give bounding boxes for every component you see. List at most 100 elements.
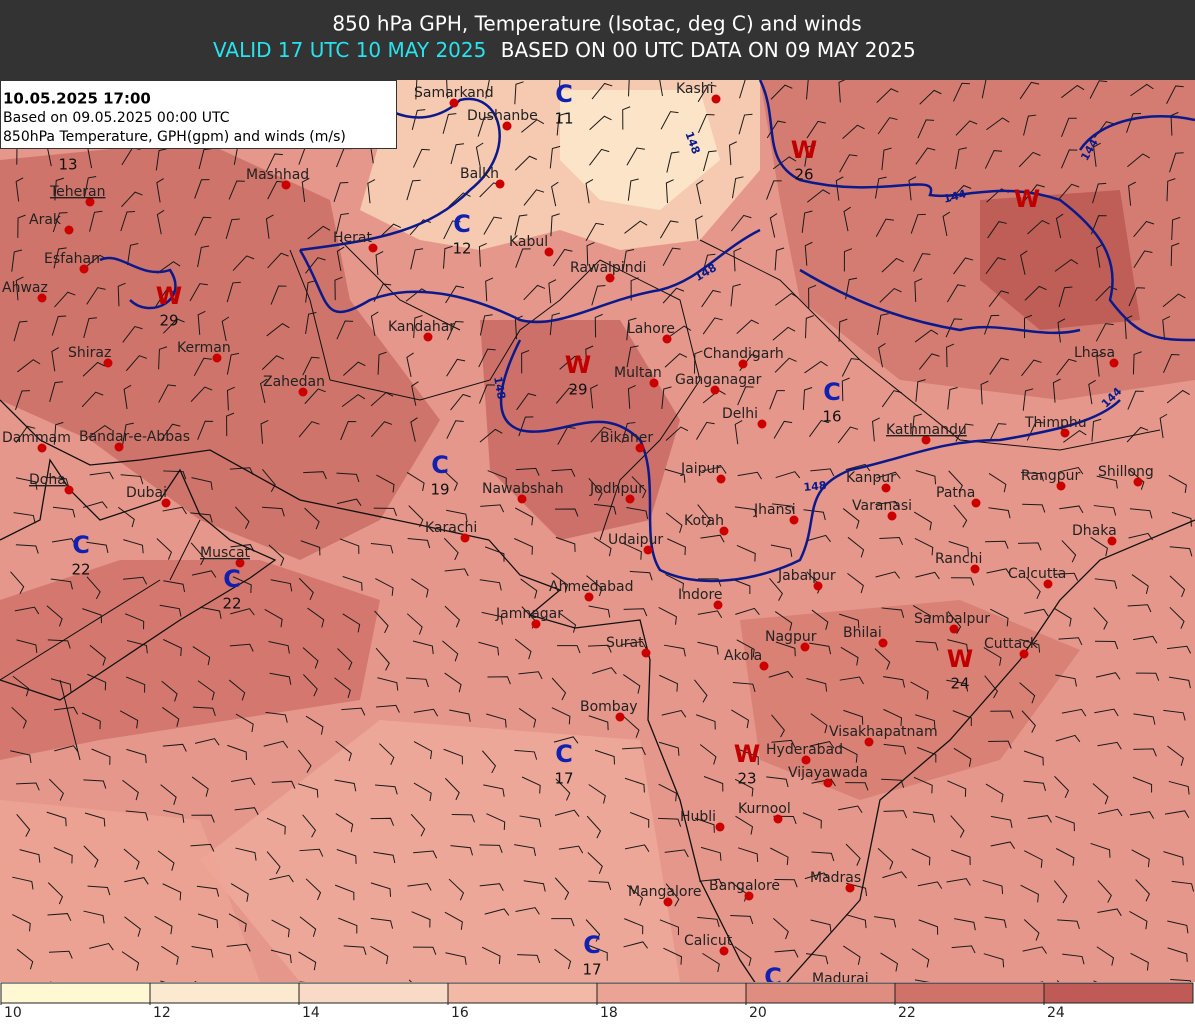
wind-barb xyxy=(230,544,255,552)
wind-barb xyxy=(367,179,376,204)
wind-barb xyxy=(770,84,793,100)
city-label: Dushanbe xyxy=(467,108,538,124)
wind-barb xyxy=(1097,741,1122,750)
wind-barb xyxy=(379,743,395,766)
wind-barb xyxy=(732,681,756,692)
wind-barb xyxy=(622,249,635,271)
wind-barb xyxy=(156,538,172,560)
wind-barb xyxy=(1133,220,1155,238)
colorbar-swatch xyxy=(149,982,300,1004)
contour xyxy=(758,80,1195,342)
wind-barb xyxy=(15,276,24,301)
wind-barb xyxy=(478,242,487,267)
wind-barb xyxy=(1170,979,1192,982)
wind-barb xyxy=(47,639,71,649)
wind-barb xyxy=(479,883,504,892)
wind-barb xyxy=(702,317,723,335)
wind-barb xyxy=(1166,178,1176,202)
wind-barb xyxy=(50,678,72,693)
wind-barb xyxy=(1055,674,1077,687)
wind-barb xyxy=(804,144,816,167)
wind-barb xyxy=(1127,604,1152,613)
wind-barb xyxy=(51,315,67,336)
wind-barb xyxy=(552,248,573,267)
wind-barb xyxy=(158,346,168,370)
wind-barb xyxy=(1129,811,1155,819)
city-label: Surat xyxy=(606,635,644,651)
wind-barb xyxy=(88,425,112,438)
wind-barb xyxy=(665,426,689,441)
city-dot xyxy=(460,533,470,543)
wind-barb xyxy=(442,469,458,491)
wind-barb xyxy=(450,393,471,411)
wind-barb xyxy=(551,677,567,701)
wind-barb xyxy=(627,178,639,201)
wind-barb xyxy=(232,255,255,271)
wind-barb xyxy=(1169,575,1186,598)
wind-barb xyxy=(156,178,164,203)
wind-barb xyxy=(123,539,144,554)
wind-barb xyxy=(955,423,974,442)
wind-barb xyxy=(805,953,829,965)
city-label: Nawabshah xyxy=(482,481,564,497)
warm-region xyxy=(740,600,1080,800)
wind-barb xyxy=(268,544,285,567)
wind-barb xyxy=(548,279,557,304)
wind-barb xyxy=(986,568,1011,576)
wind-barb xyxy=(985,783,1004,803)
city-label: Udaipur xyxy=(608,532,663,548)
wind-barb xyxy=(553,736,579,744)
wind-barb xyxy=(17,359,41,373)
wind-barb xyxy=(343,945,367,956)
wind-barb xyxy=(52,506,76,518)
wind-barb xyxy=(265,214,274,239)
city-label: Mangalore xyxy=(628,884,702,900)
city-dot xyxy=(738,359,748,369)
wind-barb xyxy=(948,470,963,493)
city-label: Varanasi xyxy=(852,498,912,514)
wind-barb xyxy=(83,501,108,509)
city-label: Jhansi xyxy=(753,502,796,518)
wind-barb xyxy=(518,708,537,728)
wind-barb xyxy=(50,578,73,590)
wind-barb xyxy=(981,80,987,99)
wind-barb xyxy=(1058,637,1083,646)
wind-barb xyxy=(54,291,76,308)
wind-barb xyxy=(622,106,631,130)
wind-barb xyxy=(336,472,360,483)
city-dot xyxy=(368,243,378,253)
wind-barb xyxy=(303,471,327,480)
wind-barb xyxy=(806,677,828,692)
wind-barb xyxy=(1096,352,1105,377)
city-label: Bikaner xyxy=(600,430,653,446)
wind-barb xyxy=(413,782,432,802)
wind-barb xyxy=(410,248,424,270)
wind-barb xyxy=(551,572,569,593)
wind-barb xyxy=(87,885,111,896)
wind-barb xyxy=(521,119,545,133)
wind-barb xyxy=(518,671,543,680)
wind-barb xyxy=(588,880,612,891)
wind-barb xyxy=(845,277,858,300)
wind-barb xyxy=(12,675,30,697)
wind-barb xyxy=(915,640,939,651)
city-label: Shiraz xyxy=(68,345,111,361)
wind-barb xyxy=(119,710,139,729)
info-datetime: 10.05.2025 17:00 xyxy=(3,90,151,108)
city-dot xyxy=(281,180,291,190)
wind-barb xyxy=(988,740,1012,749)
wind-barb xyxy=(10,571,25,595)
wind-barb xyxy=(126,676,146,693)
wind-barb xyxy=(15,425,36,443)
city-label: Teheran xyxy=(49,184,105,200)
city-dot xyxy=(103,358,113,368)
wind-barb xyxy=(117,506,135,528)
wind-barb xyxy=(881,390,902,408)
info-box xyxy=(0,80,397,149)
wind-barb xyxy=(990,841,1016,849)
wind-barb xyxy=(587,852,603,874)
wind-barb xyxy=(487,676,511,685)
city-dot xyxy=(517,494,527,504)
wind-barb xyxy=(952,710,972,727)
wind-barb xyxy=(915,714,936,729)
